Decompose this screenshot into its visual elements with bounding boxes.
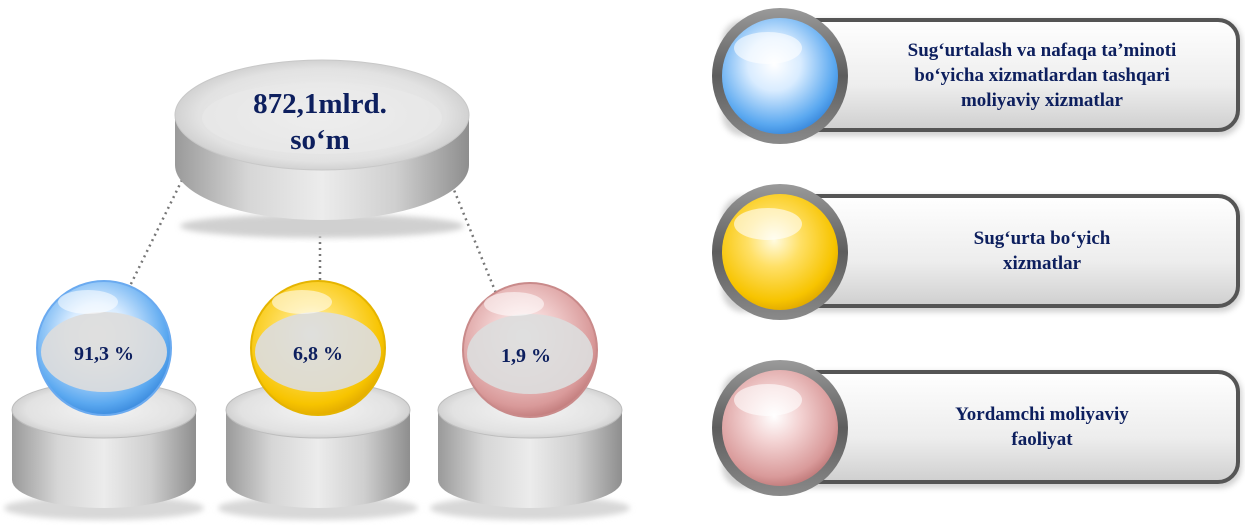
legend-label-2: Sug‘urta bo‘yich xizmatlar [852,198,1232,304]
legend-label-1-line-2: bo‘yicha xizmatlardan tashqari [914,64,1170,86]
total-unit-line: so‘m [290,124,350,156]
legend-label-2-line-1: Sug‘urta bo‘yich [973,228,1111,249]
segment-label-1: 91,3 % [74,343,134,365]
legend-label-1-line-3: moliyaviy xizmatlar [960,89,1123,111]
legend-item-3 [712,360,1242,496]
legend-label-1: Sug‘urtalash va nafaqa ta’minoti bo‘yich… [852,22,1232,128]
connector-left [126,179,184,291]
legend-label-3-line-1: Yordamchi moliyaviy [955,404,1129,425]
total-value: 872,1mlrd. so‘m [190,86,450,158]
total-disc [174,59,470,238]
segment-label-2: 6,8 % [293,343,343,365]
segment-column-2 [218,280,418,520]
legend-item-2 [712,184,1242,320]
legend-label-3: Yordamchi moliyaviy faoliyat [852,374,1232,480]
connector-right [450,184,500,299]
legend-label-2-line-2: xizmatlar [1002,253,1082,274]
legend-label-3-line-2: faoliyat [1011,429,1073,450]
legend-item-1 [712,8,1242,144]
legend-label-1-line-1: Sug‘urtalash va nafaqa ta’minoti [907,39,1177,61]
connector-lines [126,179,500,299]
segment-column-3 [430,282,630,520]
segment-label-3: 1,9 % [501,345,551,367]
segment-column-1 [4,280,204,520]
total-value-line-1: 872,1mlrd. [253,88,387,120]
